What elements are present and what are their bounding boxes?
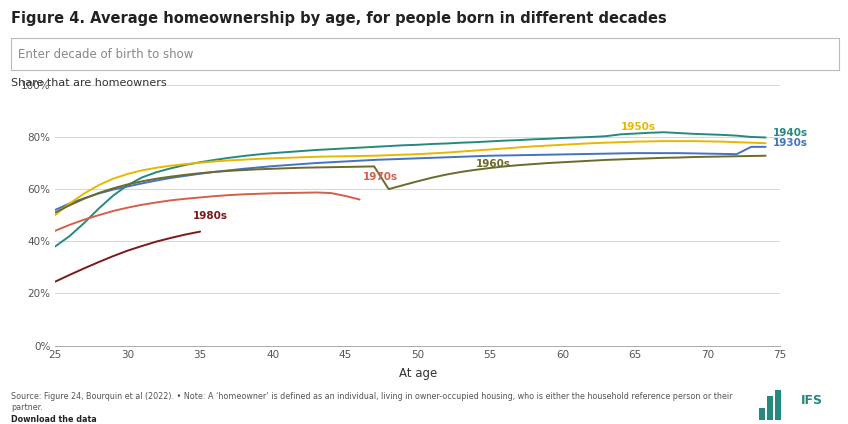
Text: Enter decade of birth to show: Enter decade of birth to show	[18, 47, 193, 61]
X-axis label: At age: At age	[399, 367, 437, 380]
Text: 1950s: 1950s	[621, 122, 656, 132]
Text: Figure 4. Average homeownership by age, for people born in different decades: Figure 4. Average homeownership by age, …	[11, 11, 667, 25]
Text: 1960s: 1960s	[476, 159, 510, 169]
Text: 1940s: 1940s	[773, 128, 808, 138]
Text: IFS: IFS	[801, 394, 823, 407]
Text: Download the data: Download the data	[11, 415, 97, 424]
Text: Source: Figure 24, Bourquin et al (2022). • Note: A ‘homeowner’ is defined as an: Source: Figure 24, Bourquin et al (2022)…	[11, 392, 733, 412]
Text: 1970s: 1970s	[363, 173, 398, 182]
Bar	[759, 408, 766, 420]
Text: Share that are homeowners: Share that are homeowners	[11, 78, 167, 89]
Bar	[767, 396, 773, 420]
Text: 1930s: 1930s	[773, 139, 808, 148]
Bar	[775, 390, 781, 420]
Text: 1980s: 1980s	[192, 212, 228, 221]
